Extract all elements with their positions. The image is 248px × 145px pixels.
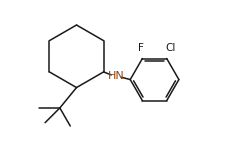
Text: F: F bbox=[138, 43, 144, 53]
Text: HN: HN bbox=[108, 71, 125, 81]
Text: Cl: Cl bbox=[166, 43, 176, 53]
